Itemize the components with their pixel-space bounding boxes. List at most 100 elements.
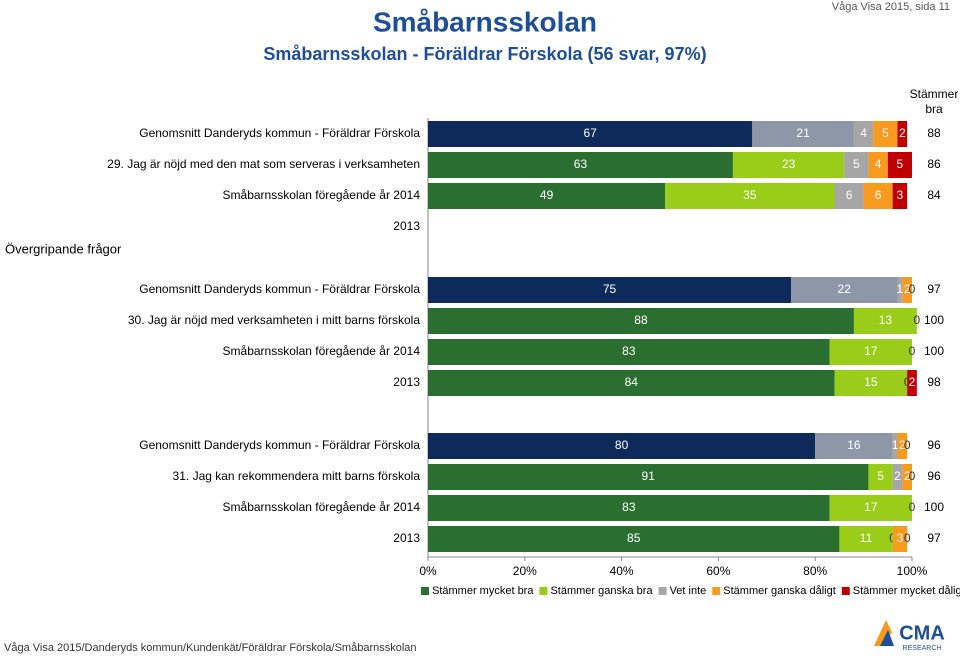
- bar-label: 88: [634, 313, 648, 327]
- bar-label: 49: [540, 188, 554, 202]
- total-label: 96: [927, 438, 941, 452]
- bar-segment: [897, 121, 908, 147]
- bar-label: 1: [897, 282, 904, 296]
- footer: Våga Visa 2015/Danderyds kommun/Kundenkä…: [4, 642, 417, 654]
- bar-label: 84: [625, 375, 639, 389]
- legend-swatch: [658, 587, 667, 595]
- bar-label: 83: [622, 344, 636, 358]
- total-header: bra: [925, 102, 943, 116]
- bar-label: 0: [913, 313, 920, 327]
- total-label: 86: [927, 157, 941, 171]
- bar-segment: [428, 339, 830, 365]
- bar-segment: [732, 152, 845, 178]
- legend-label: Vet inte: [670, 585, 707, 597]
- x-tick-label: 60%: [706, 564, 730, 578]
- bar-segment: [844, 152, 869, 178]
- bar-segment: [829, 339, 912, 365]
- bar-label: 75: [603, 282, 617, 296]
- bar-label: 6: [846, 188, 853, 202]
- total-header: Stämmer: [910, 87, 959, 101]
- bar-segment: [853, 308, 917, 334]
- row-label: 2013: [393, 531, 420, 545]
- bar-segment: [892, 526, 908, 552]
- bar-label: 1: [892, 438, 899, 452]
- bar-segment: [897, 433, 908, 459]
- bar-label: 5: [882, 126, 889, 140]
- bar-segment: [892, 464, 903, 490]
- bar-label: 0: [904, 531, 911, 545]
- total-label: 100: [924, 344, 944, 358]
- bar-label: 2: [894, 469, 901, 483]
- bar-label: 4: [860, 126, 867, 140]
- bar-label: 2: [904, 282, 911, 296]
- bar-segment: [428, 277, 791, 303]
- bar-label: 22: [838, 282, 852, 296]
- total-label: 97: [927, 282, 941, 296]
- row-label: Genomsnitt Danderyds kommun - Föräldrar …: [139, 438, 420, 452]
- bar-label: 23: [782, 157, 796, 171]
- bar-segment: [892, 183, 908, 209]
- bar-label: 6: [875, 188, 882, 202]
- legend-swatch: [539, 587, 548, 595]
- bar-segment: [907, 370, 917, 396]
- bar-segment: [428, 183, 666, 209]
- row-label: Småbarnsskolan föregående år 2014: [223, 344, 421, 358]
- bar-segment: [791, 277, 898, 303]
- bar-segment: [428, 495, 830, 521]
- bar-segment: [815, 433, 893, 459]
- title: Småbarnsskolan: [373, 6, 597, 37]
- total-label: 84: [927, 188, 941, 202]
- row-label: 30. Jag är nöjd med verksamheten i mitt …: [128, 313, 420, 327]
- bar-label: 80: [615, 438, 629, 452]
- bar-label: 0: [909, 282, 916, 296]
- bar-segment: [873, 121, 898, 147]
- row-label: 2013: [393, 375, 420, 389]
- bar-label: 63: [574, 157, 588, 171]
- bar-segment: [887, 152, 912, 178]
- row-label: 29. Jag är nöjd med den mat som serveras…: [107, 157, 420, 171]
- bar-segment: [853, 121, 874, 147]
- bar-segment: [834, 370, 908, 396]
- legend-swatch: [712, 587, 721, 595]
- bar-label: 91: [642, 469, 656, 483]
- bar-label: 0: [909, 344, 916, 358]
- bar-segment: [863, 183, 893, 209]
- bar-label: 2: [899, 438, 906, 452]
- row-label: 2013: [393, 219, 420, 233]
- bar-segment: [428, 152, 733, 178]
- logo: CMA RESEARCH: [874, 620, 945, 652]
- bar-label: 0: [909, 469, 916, 483]
- bar-segment: [834, 183, 864, 209]
- bar-label: 13: [879, 313, 893, 327]
- bar-label: 21: [796, 126, 810, 140]
- bar-segment: [428, 308, 854, 334]
- bar-segment: [428, 121, 753, 147]
- total-label: 97: [927, 531, 941, 545]
- x-tick-label: 80%: [803, 564, 827, 578]
- bar-label: 2: [909, 375, 916, 389]
- bar-label: 67: [583, 126, 597, 140]
- legend-label: Stämmer ganska bra: [550, 585, 653, 597]
- legend-swatch: [421, 587, 429, 595]
- bar-label: 5: [853, 157, 860, 171]
- bar-label: 0: [904, 438, 911, 452]
- bar-label: 4: [875, 157, 882, 171]
- bar-segment: [829, 495, 912, 521]
- bar-label: 17: [864, 344, 878, 358]
- legend-label: Stämmer ganska dåligt: [723, 585, 836, 597]
- subtitle: Småbarnsskolan - Föräldrar Förskola (56 …: [263, 44, 706, 64]
- bar-segment: [428, 433, 816, 459]
- total-label: 100: [924, 313, 944, 327]
- logo-mark: [880, 630, 894, 646]
- total-label: 98: [927, 375, 941, 389]
- row-label: Småbarnsskolan föregående år 2014: [223, 500, 421, 514]
- bar-label: 15: [864, 375, 878, 389]
- bar-segment: [428, 464, 869, 490]
- x-tick-label: 20%: [513, 564, 537, 578]
- bar-label: 16: [847, 438, 861, 452]
- total-label: 96: [927, 469, 941, 483]
- bar-label: 35: [743, 188, 757, 202]
- bar-label: 5: [897, 157, 904, 171]
- bar-label: 2: [904, 469, 911, 483]
